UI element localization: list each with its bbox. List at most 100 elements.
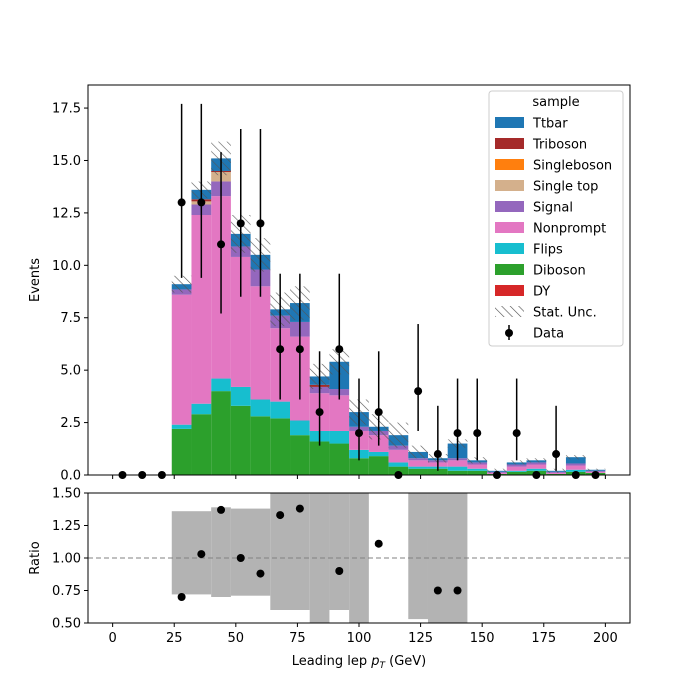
x-tick-label: 125 bbox=[408, 631, 433, 646]
bar-diboson-bin-12 bbox=[349, 458, 369, 475]
data-points bbox=[118, 103, 600, 479]
ratio-point-7 bbox=[335, 567, 344, 575]
bar-diboson-bin-13 bbox=[368, 456, 389, 475]
bar-nonprompt-bin-3 bbox=[171, 294, 192, 425]
bar-flips-bin-13 bbox=[368, 451, 389, 457]
main-x-ticks bbox=[112, 475, 606, 479]
x-tick-label: 175 bbox=[531, 631, 556, 646]
ratio-y-tick-label: 0.75 bbox=[52, 584, 81, 599]
legend-label: Nonprompt bbox=[533, 222, 606, 237]
stat-unc-bin-19 bbox=[487, 468, 507, 473]
bar-diboson-bin-14 bbox=[388, 466, 409, 475]
ratio-band-segment-6 bbox=[349, 493, 369, 623]
x-axis-label-subscript: T bbox=[379, 661, 386, 671]
stat-unc-bin-14 bbox=[388, 422, 409, 448]
bar-flips-bin-23 bbox=[565, 469, 586, 472]
bar-nonprompt-bin-7 bbox=[250, 286, 271, 400]
x-tick-label: 150 bbox=[470, 631, 495, 646]
ratio-plot-panel: 0.50 0.75 1.00 1.25 1.50 0 25 50 75 100 125 150 175… bbox=[28, 487, 631, 671]
bar-flips-bin-17 bbox=[447, 466, 468, 471]
ratio-point-8 bbox=[374, 539, 383, 548]
data-point-15 bbox=[414, 387, 423, 396]
legend-item-dy: DY bbox=[495, 285, 550, 300]
main-y-tick-label: 17.5 bbox=[52, 102, 81, 117]
stat-uncertainty-band bbox=[171, 141, 606, 473]
legend-swatch-dy bbox=[495, 285, 524, 296]
ratio-point-1 bbox=[197, 550, 206, 559]
legend-data-marker bbox=[505, 329, 513, 337]
stat-unc-bin-23 bbox=[565, 455, 586, 460]
legend-frame bbox=[488, 90, 624, 347]
bar-flips-bin-20 bbox=[506, 470, 527, 472]
ratio-x-ticks: 0 25 50 75 100 125 150 175 200 bbox=[108, 623, 618, 646]
x-tick-label: 0 bbox=[108, 631, 116, 646]
bar-flips-bin-11 bbox=[329, 430, 350, 444]
bar-signal-bin-23 bbox=[565, 463, 586, 466]
main-y-ticks: 0.0 2.5 5.0 7.5 10.0 12.5 15.0 17.5 bbox=[52, 102, 88, 484]
legend-item-data: Data bbox=[505, 325, 564, 342]
x-tick-label: 50 bbox=[228, 631, 245, 646]
main-y-tick-label: 5.0 bbox=[60, 364, 81, 379]
bar-diboson-bin-22 bbox=[546, 473, 566, 475]
bar-diboson-bin-16 bbox=[427, 468, 448, 475]
bar-nonprompt-bin-15 bbox=[408, 460, 428, 467]
legend-swatch-flips bbox=[495, 243, 524, 254]
legend-label: DY bbox=[533, 285, 550, 300]
bar-flips-bin-4 bbox=[191, 403, 212, 415]
legend-item-stat-unc-: Stat. Unc. bbox=[495, 306, 597, 321]
data-point-8 bbox=[276, 345, 285, 354]
legend-label: Signal bbox=[533, 201, 573, 216]
legend-items: Ttbar Triboson Singleboson Single top Signal… bbox=[495, 117, 612, 342]
legend-swatch-ttbar bbox=[495, 117, 524, 128]
bar-nonprompt-bin-21 bbox=[526, 464, 547, 469]
x-tick-label: 200 bbox=[593, 631, 618, 646]
bar-diboson-bin-10 bbox=[309, 441, 330, 475]
legend-item-singleboson: Singleboson bbox=[495, 159, 612, 174]
bar-flips-bin-15 bbox=[408, 466, 428, 469]
legend-item-ttbar: Ttbar bbox=[495, 117, 568, 132]
ratio-point-6 bbox=[295, 504, 304, 513]
ratio-point-4 bbox=[256, 569, 265, 578]
bar-diboson-bin-3 bbox=[171, 428, 192, 475]
main-y-tick-label: 12.5 bbox=[52, 206, 81, 221]
bar-signal-bin-21 bbox=[526, 462, 547, 465]
ratio-point-0 bbox=[177, 593, 186, 601]
legend-label: Stat. Unc. bbox=[533, 306, 597, 321]
x-axis-label-variable: p bbox=[370, 654, 379, 669]
bar-flips-bin-18 bbox=[467, 468, 488, 471]
data-point-6 bbox=[236, 219, 245, 228]
bar-diboson-bin-11 bbox=[329, 443, 350, 475]
ratio-uncertainty-band bbox=[171, 493, 468, 623]
data-point-10 bbox=[315, 408, 324, 417]
ratio-point-3 bbox=[236, 554, 245, 562]
bar-diboson-bin-15 bbox=[408, 468, 428, 475]
main-y-tick-label: 0.0 bbox=[60, 469, 81, 484]
bar-flips-bin-9 bbox=[290, 420, 310, 436]
legend-swatch-single-top bbox=[495, 180, 524, 191]
data-point-11 bbox=[335, 345, 344, 354]
stat-unc-bin-21 bbox=[526, 458, 547, 463]
ratio-y-tick-label: 1.25 bbox=[52, 519, 81, 534]
main-plot-panel: 0.0 2.5 5.0 7.5 10.0 12.5 15.0 17.5 Events bbox=[28, 84, 631, 484]
bar-flips-bin-5 bbox=[211, 378, 231, 392]
bar-flips-bin-21 bbox=[526, 468, 547, 471]
x-tick-label: 100 bbox=[347, 631, 372, 646]
legend-swatch-singleboson bbox=[495, 159, 524, 170]
legend-swatch-triboson bbox=[495, 138, 524, 149]
ratio-point-9 bbox=[433, 586, 442, 595]
bar-diboson-bin-20 bbox=[506, 471, 527, 475]
bar-signal-bin-15 bbox=[408, 458, 428, 461]
ratio-y-tick-label: 1.50 bbox=[52, 487, 81, 502]
bar-diboson-bin-6 bbox=[230, 405, 251, 475]
legend-label: Triboson bbox=[532, 138, 587, 153]
x-tick-label: 25 bbox=[166, 631, 183, 646]
bar-nonprompt-bin-6 bbox=[230, 256, 251, 387]
data-point-12 bbox=[355, 429, 363, 438]
bar-nonprompt-bin-22 bbox=[546, 472, 566, 474]
stat-unc-bin-3 bbox=[171, 275, 192, 293]
legend-item-single-top: Single top bbox=[495, 180, 598, 195]
bar-nonprompt-bin-14 bbox=[388, 449, 409, 463]
data-point-22 bbox=[552, 450, 561, 459]
bar-diboson-bin-17 bbox=[447, 470, 468, 475]
